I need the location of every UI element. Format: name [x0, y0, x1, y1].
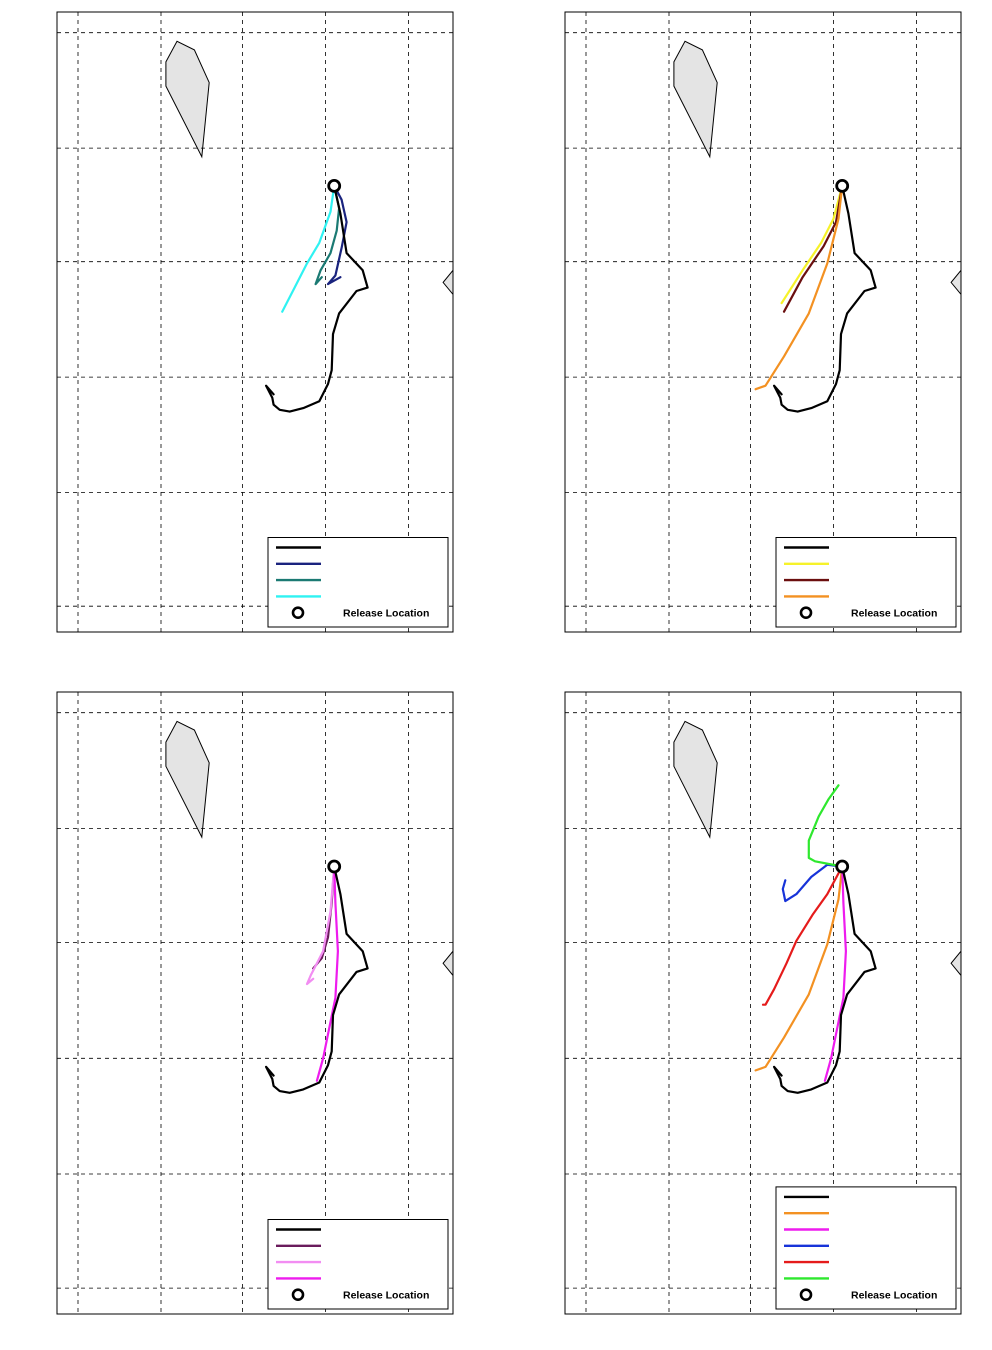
land-polygon-2 — [950, 269, 961, 296]
plot-area — [57, 692, 453, 1314]
release-location-marker — [327, 178, 342, 193]
trajectory-wmed-csd — [807, 784, 844, 868]
panel-c: Release Location — [56, 691, 454, 1315]
plot-area — [565, 12, 961, 632]
legend-release-marker — [291, 1288, 305, 1301]
trajectory-real-drifters-traj- — [265, 184, 369, 413]
legend-entry-release: Release Location — [343, 608, 429, 620]
release-location-marker — [835, 178, 850, 193]
panel-a: Release Location — [56, 11, 454, 633]
release-location-marker — [327, 859, 342, 874]
trajectory-mfs-csd — [781, 863, 844, 903]
trajectory-hg2-t11 — [754, 865, 844, 1072]
trajectory-hg1-t09 — [314, 184, 341, 286]
trajectory-real-drifters-traj- — [773, 865, 877, 1094]
land-polygon-2 — [950, 950, 961, 977]
legend-entry-release: Release Location — [851, 1290, 937, 1302]
axes-frame — [56, 11, 454, 633]
trajectory-real-drifters-traj- — [773, 184, 877, 413]
land-polygon-1 — [673, 40, 718, 159]
plot-area — [565, 692, 961, 1314]
axes-frame — [564, 11, 962, 633]
trajectory-hg1-t11 — [281, 184, 336, 313]
land-polygon-2 — [442, 269, 453, 296]
legend-release-marker — [291, 606, 305, 620]
trajectory-hg2-t07 — [780, 184, 844, 305]
land-polygon-1 — [673, 720, 718, 839]
land-polygon-2 — [442, 950, 453, 977]
release-location-marker — [835, 859, 850, 874]
trajectory-hg2-t07-ski — [312, 865, 336, 970]
trajectory-hg2-t09 — [782, 184, 844, 313]
legend-entry-release: Release Location — [343, 1290, 429, 1302]
trajectory-real-drifters-traj- — [265, 865, 369, 1094]
legend: Release Location — [267, 537, 449, 628]
land-polygon-1 — [165, 720, 210, 839]
land-polygon-1 — [165, 40, 210, 159]
axes-frame — [56, 691, 454, 1315]
trajectory-hg2-t11 — [754, 184, 844, 391]
trajectory-hg2-t11-ski — [823, 865, 847, 1082]
panel-d: Release Location — [564, 691, 962, 1315]
trajectory-hg2-t09-ski — [305, 865, 336, 986]
legend-release-marker — [799, 1288, 813, 1301]
trajectory-hg2-t11-ski — [315, 865, 339, 1082]
panel-b: Release Location — [564, 11, 962, 633]
legend: Release Location — [775, 537, 957, 628]
legend-entry-release: Release Location — [851, 608, 937, 620]
legend: Release Location — [775, 1186, 957, 1310]
legend-release-marker — [799, 606, 813, 620]
trajectory-hg1-t07 — [326, 184, 348, 286]
trajectory-tyrr-csd — [761, 865, 844, 1006]
axes-frame — [564, 691, 962, 1315]
legend: Release Location — [267, 1219, 449, 1310]
